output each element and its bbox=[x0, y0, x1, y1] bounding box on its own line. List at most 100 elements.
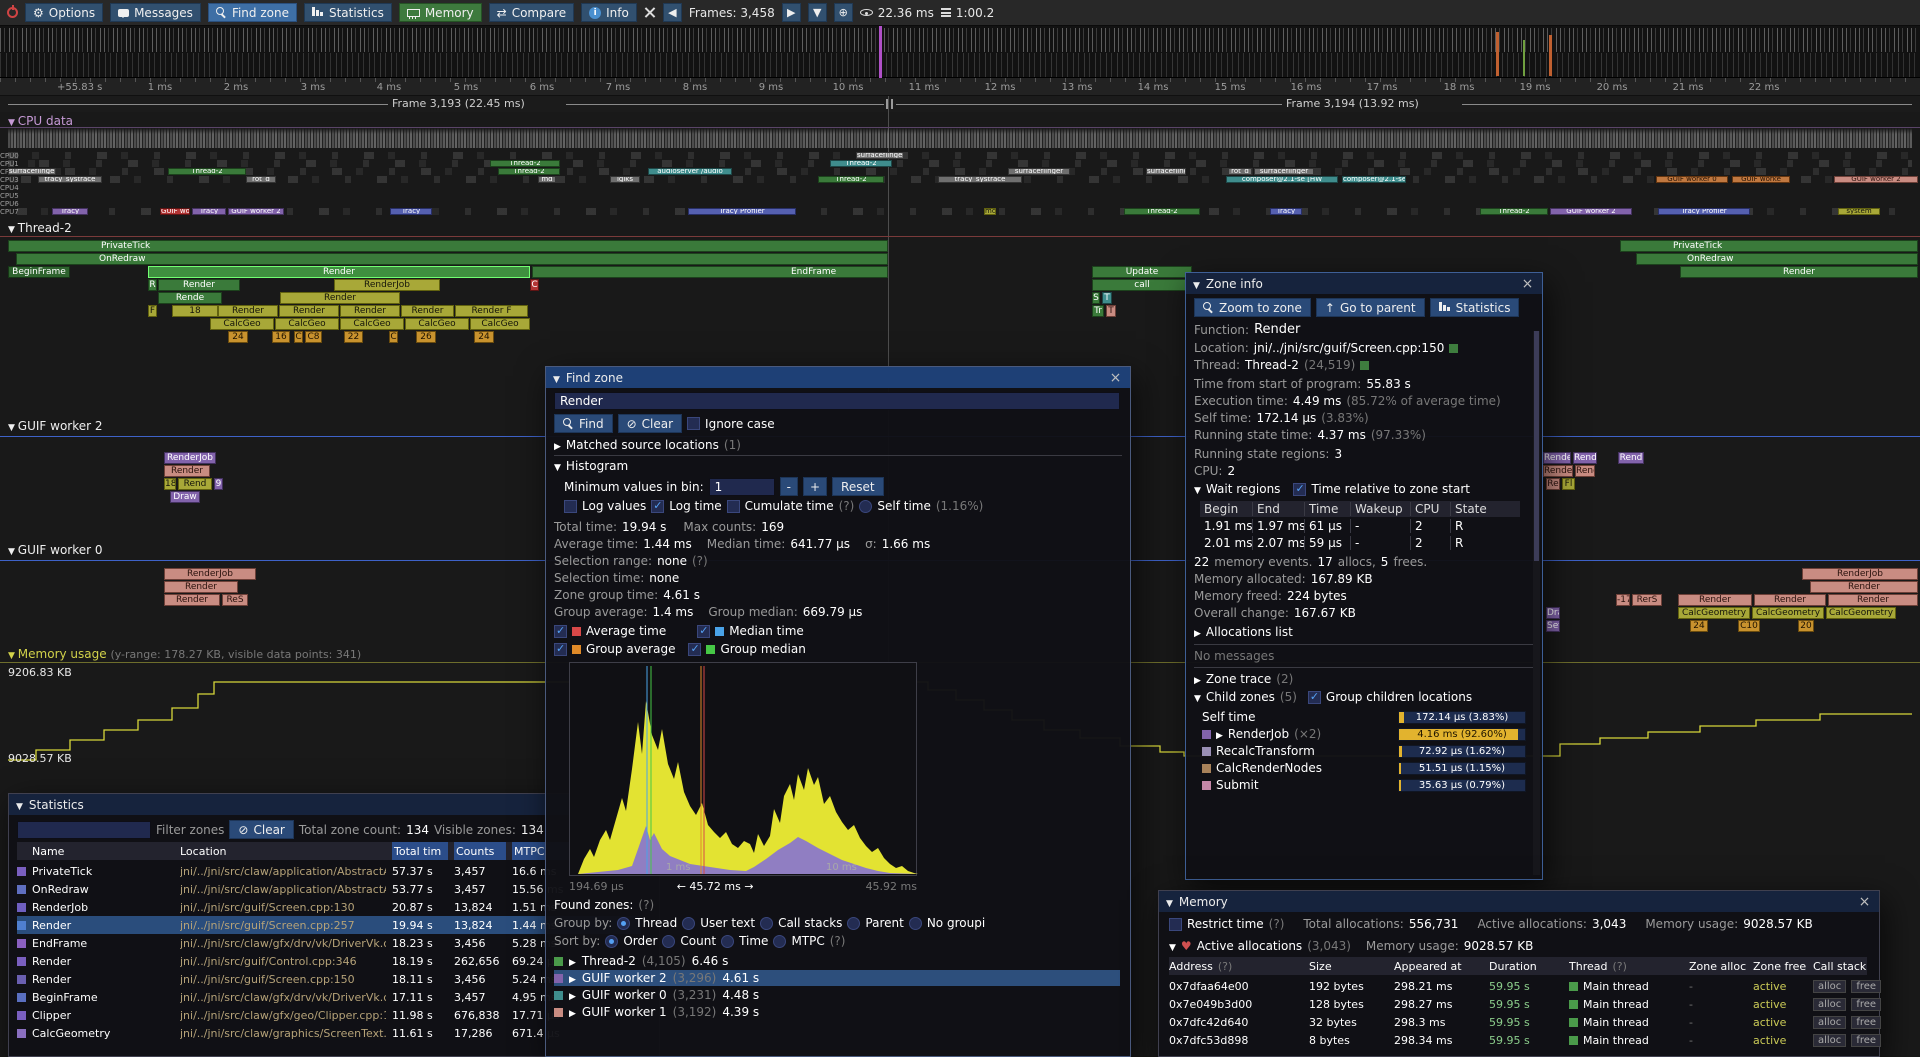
info-button[interactable]: Info bbox=[581, 3, 637, 22]
cpu-zone[interactable]: Tracy bbox=[192, 208, 226, 215]
expand-arrow-icon[interactable] bbox=[569, 1005, 576, 1019]
timeline-zone[interactable]: F bbox=[148, 305, 157, 317]
stats-row[interactable]: Clipper jni/../jni/src/claw/gfx/geo/Clipp… bbox=[17, 1006, 641, 1024]
help-marker[interactable]: (?) bbox=[638, 898, 655, 912]
cpu-zone[interactable]: surfaceflinger bbox=[1146, 168, 1186, 175]
guif-worker-2-section-header[interactable]: GUIF worker 2 bbox=[8, 419, 103, 433]
column-header[interactable]: Zone alloc bbox=[1689, 959, 1747, 973]
cpu-row[interactable] bbox=[8, 208, 1912, 215]
statistics-button[interactable]: Statistics bbox=[1429, 298, 1520, 317]
minus-button[interactable]: - bbox=[779, 477, 798, 496]
cpu-row[interactable] bbox=[8, 160, 1912, 167]
found-zone-group[interactable]: GUIF worker 0(3,231)4.48 s bbox=[554, 987, 1120, 1003]
timeline-zone[interactable]: Render bbox=[1680, 266, 1918, 278]
source-chip[interactable] bbox=[1449, 343, 1459, 353]
zone-trace-row[interactable]: Zone trace(2) bbox=[1194, 672, 1293, 686]
group-children-checkbox[interactable] bbox=[1307, 690, 1321, 704]
timeline-zone[interactable]: Render bbox=[1575, 465, 1595, 477]
column-header[interactable]: State bbox=[1450, 502, 1490, 516]
timeline-zone[interactable]: 24 bbox=[1690, 620, 1708, 632]
group-by-nogrouping-radio[interactable] bbox=[908, 916, 922, 930]
timeline-zone[interactable]: RenderJob bbox=[164, 452, 216, 464]
frame-dropdown-button[interactable]: ▼ bbox=[807, 3, 827, 22]
collapse-arrow-icon[interactable] bbox=[1194, 482, 1201, 496]
help-marker[interactable]: (?) bbox=[829, 934, 846, 948]
cpu-zone[interactable]: Thread-2 bbox=[1480, 208, 1548, 215]
cpu-zone[interactable]: Tracy bbox=[390, 208, 432, 215]
stats-row[interactable]: OnRedraw jni/../jni/src/claw/application/… bbox=[17, 880, 641, 898]
timeline-zone[interactable]: S bbox=[1092, 292, 1100, 304]
child-zone-row[interactable]: Submit 35.63 μs (0.79%) bbox=[1202, 778, 1526, 792]
timeline-zone[interactable]: Draw bbox=[170, 491, 200, 503]
cpu-zone[interactable]: GUIF worke bbox=[1732, 176, 1790, 183]
cpu-zone[interactable]: GUIF worker 2 bbox=[1550, 208, 1632, 215]
group-by-parent-radio[interactable] bbox=[847, 916, 861, 930]
allocations-list-row[interactable]: Allocations list bbox=[1194, 625, 1293, 639]
cpu-zone[interactable]: surfaceflinger bbox=[1254, 168, 1314, 175]
timeline-zone[interactable]: RenderJob bbox=[1802, 568, 1918, 580]
alloc-callstack-button[interactable]: alloc bbox=[1813, 979, 1847, 993]
column-header-name[interactable]: Name bbox=[32, 844, 65, 858]
find-zone-button[interactable]: Find zone bbox=[207, 3, 297, 22]
timeline-zone[interactable]: RenderJob bbox=[164, 568, 256, 580]
find-button[interactable]: Find bbox=[554, 414, 613, 433]
column-header[interactable]: Wakeup bbox=[1350, 502, 1410, 516]
cpu-zone[interactable]: Thread-2 bbox=[498, 168, 560, 175]
cpu-zone[interactable]: tracy_systrace bbox=[938, 176, 1022, 183]
collapse-icon[interactable] bbox=[553, 371, 560, 385]
timeline-zone[interactable]: Render bbox=[164, 465, 210, 477]
timeline-zone[interactable]: ReS bbox=[222, 594, 248, 606]
timeline-zone[interactable]: CalcGeo bbox=[275, 318, 339, 330]
cpu-zone[interactable]: Tracy Profiler bbox=[1658, 208, 1750, 215]
time-relative-checkbox[interactable] bbox=[1293, 482, 1307, 496]
zoom-to-zone-button[interactable]: Zoom to zone bbox=[1194, 298, 1311, 317]
stats-row[interactable]: EndFrame jni/../jni/src/claw/gfx/drv/vk/D… bbox=[17, 934, 641, 952]
expand-arrow-icon[interactable] bbox=[569, 988, 576, 1002]
free-callstack-button[interactable]: free bbox=[1851, 1015, 1882, 1029]
sort-by-time-radio[interactable] bbox=[721, 934, 735, 948]
cpu-data-section-header[interactable]: CPU data bbox=[8, 114, 73, 128]
plus-button[interactable]: + bbox=[802, 477, 828, 496]
timeline-zone[interactable]: Sef bbox=[1546, 620, 1560, 632]
min-bin-input[interactable] bbox=[708, 477, 775, 496]
alloc-callstack-button[interactable]: alloc bbox=[1813, 1015, 1847, 1029]
timeline-zone[interactable]: Rend bbox=[1573, 452, 1597, 464]
column-header[interactable]: Duration bbox=[1489, 959, 1537, 973]
timeline-zone[interactable]: Fl bbox=[1562, 478, 1575, 490]
stats-row[interactable]: BeginFrame jni/../jni/src/claw/gfx/drv/vk… bbox=[17, 988, 641, 1006]
timeline-zone[interactable]: Tr bbox=[1092, 305, 1104, 317]
group-average-checkbox[interactable] bbox=[554, 642, 567, 656]
timeline-zone[interactable]: CalcGeometry bbox=[1826, 607, 1896, 619]
log-values-checkbox[interactable] bbox=[564, 499, 577, 513]
timeline-zone-selected[interactable]: Render bbox=[148, 266, 530, 278]
messages-button[interactable]: Messages bbox=[110, 3, 201, 22]
timeline-zone[interactable]: 24 bbox=[228, 331, 248, 343]
close-icon[interactable] bbox=[1857, 894, 1872, 909]
help-marker[interactable]: (?) bbox=[838, 499, 855, 513]
group-by-usertext-radio[interactable] bbox=[682, 916, 696, 930]
expand-arrow-icon[interactable] bbox=[569, 954, 576, 968]
timeline-zone[interactable]: RerS bbox=[1632, 594, 1662, 606]
timeline-zone[interactable]: Dra bbox=[1546, 607, 1560, 619]
cpu-zone[interactable]: GUIF worker 2 bbox=[228, 208, 284, 215]
cpu-zone[interactable]: surfaceflinger bbox=[8, 168, 56, 175]
sort-by-mtpc-radio[interactable] bbox=[773, 934, 787, 948]
timeline-zone[interactable]: PrivateTick bbox=[8, 240, 888, 252]
guif-worker-0-section-header[interactable]: GUIF worker 0 bbox=[8, 543, 103, 557]
cpu-zone[interactable]: surfaceflinger bbox=[1008, 168, 1070, 175]
cpu-zone[interactable]: audioserver /audio bbox=[648, 168, 732, 175]
cpu-zone[interactable]: Thread-2 bbox=[1124, 208, 1200, 215]
child-zone-row[interactable]: CalcRenderNodes 51.51 μs (1.15%) bbox=[1202, 761, 1526, 775]
timeline-zone[interactable]: Render bbox=[164, 594, 220, 606]
collapse-arrow-icon[interactable] bbox=[554, 459, 561, 473]
timeline-zone[interactable]: EndFrame bbox=[532, 266, 888, 278]
timeline-zone[interactable]: C bbox=[530, 279, 539, 291]
group-by-thread-radio[interactable] bbox=[617, 916, 631, 930]
collapse-icon[interactable] bbox=[1193, 277, 1200, 291]
column-header[interactable]: Thread (?) bbox=[1569, 959, 1627, 973]
timeline-zone[interactable]: CalcGeo bbox=[470, 318, 530, 330]
timeline-zone[interactable]: Render bbox=[280, 292, 400, 304]
timeline-zone[interactable]: RenderJob bbox=[334, 279, 440, 291]
expand-arrow-icon[interactable] bbox=[554, 438, 561, 452]
wait-region-row[interactable]: 2.01 ms 2.07 ms 59 μs - 2 R bbox=[1200, 535, 1520, 551]
